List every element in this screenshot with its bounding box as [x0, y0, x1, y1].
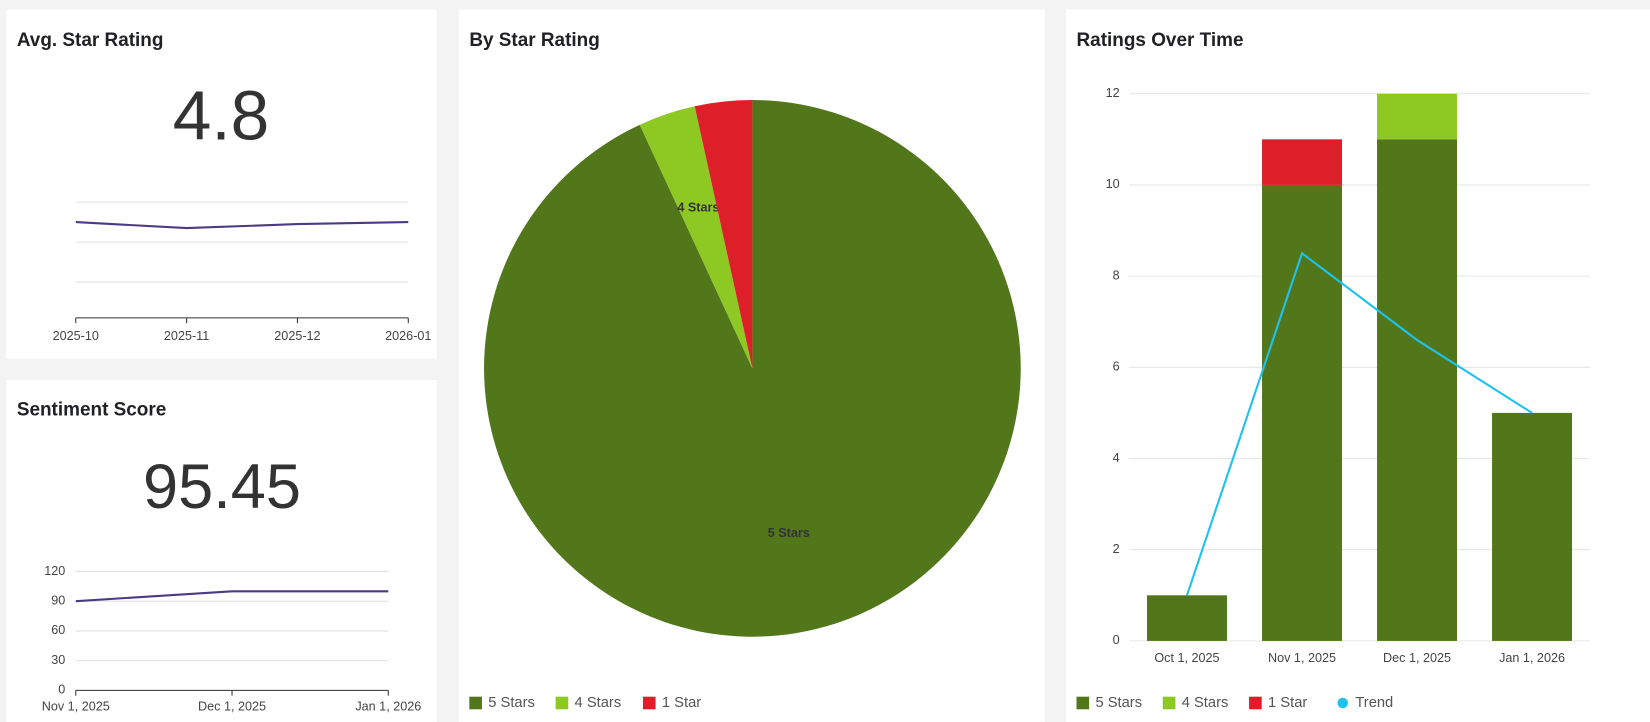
x-tick-label: Jan 1, 2026 [1499, 651, 1565, 665]
card-title: Avg. Star Rating [17, 30, 164, 51]
x-tick-label: 2025-10 [53, 329, 99, 343]
y-tick-label: 90 [51, 594, 65, 608]
pie-slice [484, 100, 1021, 637]
y-tick-label: 6 [1113, 360, 1120, 374]
pie-slice [639, 106, 753, 369]
trend-line [1185, 251, 1533, 596]
legend-swatch [1162, 696, 1176, 710]
card-content: Avg. Star Rating 4.8 2025-10 2025-11 2025-12… [17, 30, 432, 343]
card-title: Sentiment Score [17, 399, 166, 420]
legend-label: 5 Stars [488, 695, 535, 711]
legend-swatch [1249, 696, 1262, 710]
legend-label: 4 Stars [575, 695, 622, 711]
bar-segment [1492, 412, 1573, 641]
legend-swatch [555, 696, 569, 710]
legend-label: 1 Star [662, 695, 701, 711]
legend-swatch [469, 696, 482, 710]
slice-label: 5 Stars [768, 526, 810, 540]
x-tick-label: Dec 1, 2025 [198, 700, 266, 714]
bar-segment [1262, 184, 1342, 641]
x-tick-label: Dec 1, 2025 [1383, 651, 1451, 665]
y-tick-label: 0 [1113, 633, 1120, 647]
card [6, 9, 437, 359]
kpi-value: 4.8 [173, 76, 270, 154]
y-tick-label: 0 [58, 683, 65, 697]
card [6, 379, 437, 722]
y-tick-label: 120 [44, 564, 65, 578]
x-tick-label: Jan 1, 2026 [355, 700, 421, 714]
card-title: By Star Rating [469, 30, 599, 51]
kpi-value: 95.45 [143, 452, 301, 522]
y-tick-label: 2 [1113, 542, 1120, 556]
legend-label: 5 Stars [1095, 695, 1142, 711]
legend-label: 1 Star [1268, 695, 1307, 711]
pie-slice [694, 100, 753, 369]
legend-label: Trend [1355, 695, 1393, 711]
x-tick-label: 2025-11 [164, 329, 209, 343]
x-tick-label: 2026-01 [385, 329, 431, 343]
y-tick-label: 8 [1113, 268, 1120, 282]
bar-segment [1262, 139, 1342, 185]
x-tick-label: 2025-12 [274, 329, 320, 343]
bar-segment [1147, 595, 1227, 641]
bar-segment [1377, 93, 1458, 140]
legend-swatch [1337, 697, 1348, 709]
line [75, 590, 389, 603]
card-title: Ratings Over Time [1076, 30, 1243, 51]
y-tick-label: 12 [1106, 86, 1120, 100]
y-tick-label: 30 [51, 653, 65, 667]
x-tick-label: Nov 1, 2025 [42, 700, 110, 714]
x-tick-label: Oct 1, 2025 [1154, 651, 1219, 665]
y-tick-label: 60 [51, 623, 65, 637]
legend-label: 4 Stars [1182, 695, 1229, 711]
legend-swatch [642, 696, 656, 710]
line [75, 221, 409, 230]
slice-label: 4 Stars [677, 200, 719, 214]
bar-segment [1377, 139, 1458, 641]
x-tick-label: Nov 1, 2025 [1268, 651, 1336, 665]
y-tick-label: 10 [1106, 177, 1120, 191]
y-tick-label: 4 [1113, 451, 1120, 465]
legend-swatch [1076, 696, 1090, 710]
